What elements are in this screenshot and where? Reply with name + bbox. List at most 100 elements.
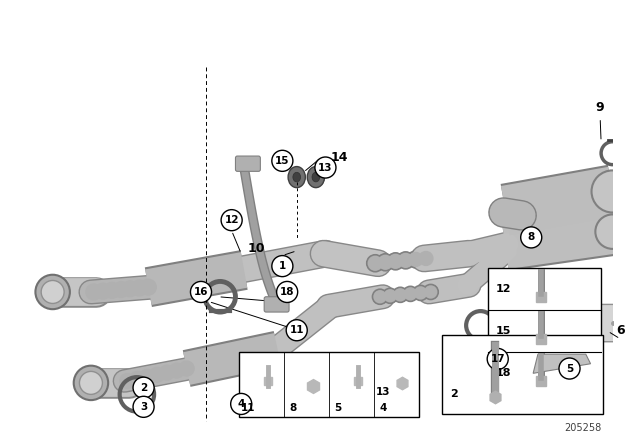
Circle shape bbox=[272, 256, 293, 277]
FancyBboxPatch shape bbox=[488, 268, 601, 394]
Circle shape bbox=[591, 170, 634, 212]
Circle shape bbox=[104, 282, 120, 299]
Text: 13: 13 bbox=[376, 388, 390, 397]
Circle shape bbox=[139, 278, 158, 297]
Text: 6: 6 bbox=[616, 324, 625, 337]
Text: 12: 12 bbox=[496, 284, 511, 294]
FancyBboxPatch shape bbox=[620, 291, 640, 310]
Circle shape bbox=[168, 362, 186, 380]
Circle shape bbox=[392, 287, 408, 302]
Text: 12: 12 bbox=[225, 215, 239, 225]
Circle shape bbox=[133, 377, 154, 398]
Circle shape bbox=[315, 157, 336, 178]
Circle shape bbox=[373, 290, 387, 303]
Text: 14: 14 bbox=[331, 151, 349, 164]
Circle shape bbox=[35, 275, 70, 309]
Circle shape bbox=[118, 372, 136, 390]
Circle shape bbox=[133, 396, 154, 418]
Text: 11: 11 bbox=[241, 403, 255, 413]
Circle shape bbox=[559, 358, 580, 379]
Text: 16: 16 bbox=[194, 287, 208, 297]
Text: 15: 15 bbox=[275, 156, 290, 166]
Circle shape bbox=[394, 288, 407, 302]
Circle shape bbox=[413, 285, 428, 301]
Text: 7: 7 bbox=[639, 286, 640, 299]
Circle shape bbox=[378, 254, 393, 270]
Text: 4: 4 bbox=[380, 403, 387, 413]
Text: 8: 8 bbox=[290, 403, 297, 413]
Circle shape bbox=[414, 286, 428, 300]
Circle shape bbox=[168, 362, 185, 379]
Circle shape bbox=[120, 279, 140, 298]
Text: 5: 5 bbox=[566, 363, 573, 374]
Circle shape bbox=[372, 289, 388, 304]
Circle shape bbox=[276, 281, 298, 302]
Circle shape bbox=[139, 369, 156, 385]
Ellipse shape bbox=[307, 167, 324, 188]
Circle shape bbox=[130, 278, 149, 297]
Circle shape bbox=[140, 279, 157, 296]
Text: 9: 9 bbox=[596, 101, 604, 114]
Circle shape bbox=[93, 282, 113, 301]
Text: 17: 17 bbox=[490, 354, 505, 364]
Circle shape bbox=[129, 371, 145, 387]
FancyBboxPatch shape bbox=[239, 352, 419, 418]
Circle shape bbox=[404, 287, 417, 301]
Circle shape bbox=[85, 283, 102, 301]
Circle shape bbox=[521, 227, 541, 248]
Circle shape bbox=[74, 366, 108, 400]
Text: 18: 18 bbox=[280, 287, 294, 297]
Circle shape bbox=[179, 360, 195, 377]
Circle shape bbox=[286, 320, 307, 341]
FancyBboxPatch shape bbox=[236, 156, 260, 171]
Circle shape bbox=[159, 365, 175, 381]
Circle shape bbox=[377, 254, 394, 271]
Ellipse shape bbox=[288, 167, 305, 188]
FancyBboxPatch shape bbox=[442, 335, 603, 414]
Ellipse shape bbox=[312, 172, 320, 182]
Text: 4: 4 bbox=[237, 399, 245, 409]
Circle shape bbox=[423, 284, 438, 300]
Text: 8: 8 bbox=[527, 233, 535, 242]
Circle shape bbox=[417, 250, 435, 267]
Circle shape bbox=[487, 349, 508, 370]
Ellipse shape bbox=[293, 172, 301, 182]
Circle shape bbox=[408, 252, 424, 267]
Circle shape bbox=[113, 281, 130, 298]
Circle shape bbox=[424, 285, 437, 299]
Circle shape bbox=[383, 289, 397, 302]
Text: 1: 1 bbox=[279, 261, 286, 271]
Circle shape bbox=[131, 280, 148, 297]
Text: 13: 13 bbox=[318, 163, 333, 172]
Circle shape bbox=[230, 393, 252, 414]
Polygon shape bbox=[533, 354, 591, 373]
Circle shape bbox=[388, 254, 403, 269]
Circle shape bbox=[111, 280, 131, 299]
Text: 2: 2 bbox=[140, 383, 147, 393]
Circle shape bbox=[398, 253, 413, 268]
FancyBboxPatch shape bbox=[264, 297, 289, 312]
Circle shape bbox=[367, 254, 384, 272]
Circle shape bbox=[397, 252, 414, 269]
Circle shape bbox=[148, 366, 166, 384]
Text: 10: 10 bbox=[248, 242, 265, 255]
FancyBboxPatch shape bbox=[568, 304, 640, 342]
Circle shape bbox=[191, 281, 212, 302]
Circle shape bbox=[367, 256, 383, 271]
Circle shape bbox=[407, 251, 424, 268]
Circle shape bbox=[387, 253, 404, 270]
Circle shape bbox=[122, 280, 139, 297]
Circle shape bbox=[221, 210, 242, 231]
Text: 2: 2 bbox=[450, 389, 458, 399]
Circle shape bbox=[403, 286, 418, 302]
Circle shape bbox=[595, 215, 630, 249]
Circle shape bbox=[79, 371, 102, 394]
Text: 18: 18 bbox=[496, 368, 511, 378]
Circle shape bbox=[158, 364, 176, 382]
Circle shape bbox=[149, 366, 165, 383]
Circle shape bbox=[102, 281, 122, 300]
Text: 3: 3 bbox=[140, 402, 147, 412]
Circle shape bbox=[138, 368, 156, 386]
Circle shape bbox=[84, 282, 104, 302]
Circle shape bbox=[177, 359, 196, 378]
